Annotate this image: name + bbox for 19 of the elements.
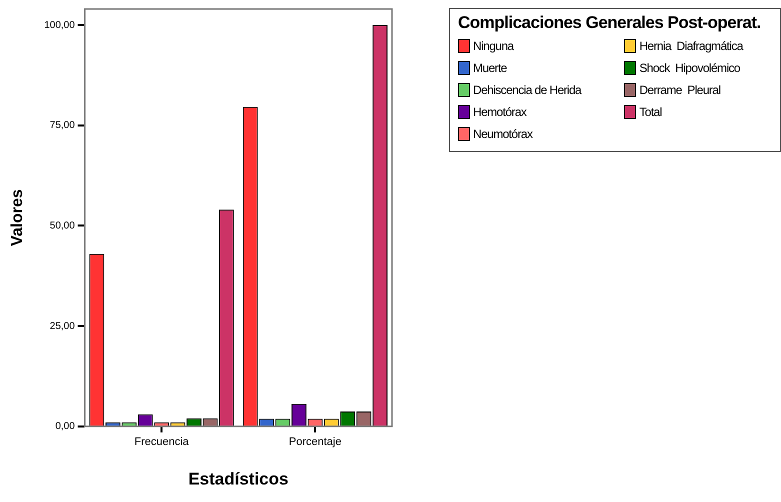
legend-label: Derrame Pleural: [639, 83, 720, 97]
legend-title: Complicaciones Generales Post-operat.: [458, 13, 762, 33]
legend-label: Dehiscencia de Herida: [473, 83, 582, 97]
legend-label: Total: [639, 105, 662, 119]
y-tick-label: 75,00: [50, 120, 76, 132]
legend-label: Shock Hipovolémico: [639, 61, 740, 75]
legend-label: Hemotórax: [473, 105, 526, 119]
y-tick-label: 25,00: [50, 320, 76, 332]
legend-label: Muerte: [473, 61, 507, 75]
legend-label: Hernia Diafragmática: [639, 39, 743, 53]
x-tick-label: Frecuencia: [134, 436, 190, 448]
y-tick-label: 50,00: [50, 220, 76, 232]
legend-label: Ninguna: [473, 39, 514, 53]
x-axis-title: Estadísticos: [188, 469, 288, 488]
y-tick-label: 0,00: [55, 421, 76, 432]
y-axis-title: Valores: [9, 189, 26, 246]
legend-label: Neumotórax: [473, 127, 532, 141]
x-tick-label: Porcentaje: [288, 436, 342, 448]
y-tick-label: 100,00: [44, 20, 76, 31]
